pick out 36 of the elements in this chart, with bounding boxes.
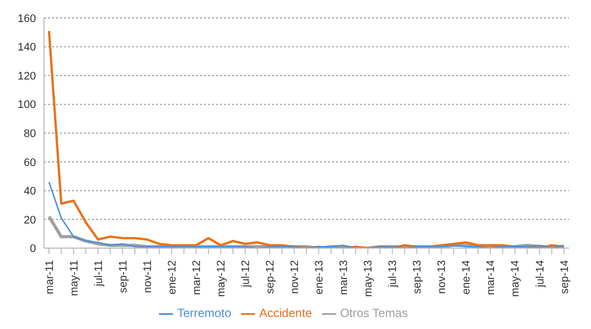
line-series — [48, 30, 566, 248]
y-tick-label: 140 — [18, 42, 36, 54]
x-tick-label: may-13 — [362, 260, 375, 297]
x-tick-label: jul-14 — [534, 260, 546, 288]
x-tick-label: jul-13 — [387, 260, 400, 288]
line-series — [48, 181, 565, 248]
x-tick-label: sep-12 — [264, 260, 277, 294]
x-tick-label: may-12 — [215, 260, 228, 297]
legend-label: Otros Temas — [340, 306, 408, 320]
x-tick-label: sep-11 — [117, 260, 130, 293]
x-tick-label: nov-12 — [289, 260, 302, 294]
legend-label: Accidente — [259, 306, 312, 320]
x-tick-label: ene-12 — [166, 260, 178, 294]
x-tick-label: mar-11 — [44, 260, 56, 294]
y-tick-label: 100 — [18, 99, 36, 112]
y-tick-label: 20 — [24, 214, 36, 226]
x-tick-label: nov-11 — [142, 260, 154, 293]
y-tick-label: 0 — [30, 243, 36, 256]
x-tick-label: nov-13 — [436, 260, 448, 294]
x-tick-label: mar-14 — [485, 260, 498, 296]
y-tick-label: 160 — [18, 12, 36, 25]
x-tick-label: may-14 — [510, 260, 522, 297]
y-tick-label: 120 — [18, 70, 36, 82]
x-tick-label: sep-14 — [558, 260, 571, 294]
x-tick-label: ene-13 — [314, 260, 326, 294]
legend-label: Terremoto — [177, 306, 232, 320]
y-tick-label: 60 — [24, 156, 36, 169]
x-tick-label: mar-13 — [338, 260, 350, 296]
x-tick-label: sep-13 — [412, 260, 424, 294]
x-tick-label: mar-12 — [190, 260, 203, 296]
x-tick-label: ene-14 — [460, 260, 473, 294]
x-tick-label: may-11 — [68, 260, 80, 296]
y-tick-label: 80 — [24, 128, 36, 140]
y-tick-label: 40 — [24, 186, 36, 198]
x-tick-label: jul-12 — [240, 260, 252, 288]
x-tick-label: jul-11 — [92, 260, 105, 288]
